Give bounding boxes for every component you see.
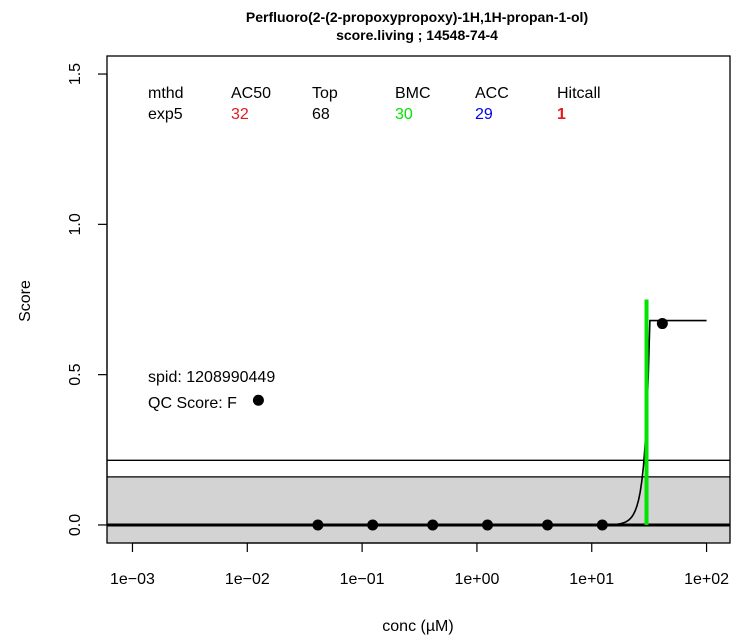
info-table: mthd AC50 Top BMC ACC Hitcall exp5 32 68 30 29 1 bbox=[148, 85, 601, 123]
x-tick-label: 1e−03 bbox=[110, 571, 155, 588]
plot-frame bbox=[106, 55, 731, 544]
data-point bbox=[481, 519, 493, 531]
x-tick-label: 1e+02 bbox=[684, 571, 729, 588]
baseline-band bbox=[107, 476, 730, 543]
x-tick-label: 1e+00 bbox=[454, 571, 499, 588]
plot-frame-rect bbox=[106, 55, 731, 544]
y-tick-label: 0.0 bbox=[67, 514, 84, 536]
plot-lines bbox=[107, 299, 730, 527]
info-header: mthd bbox=[148, 85, 184, 102]
chart-title: Perfluoro(2-(2-propoxypropoxy)-1H,1H-pro… bbox=[246, 9, 588, 25]
qc-marker bbox=[252, 394, 264, 406]
data-point bbox=[312, 519, 324, 531]
info-value: exp5 bbox=[148, 106, 183, 123]
x-tick-label: 1e−01 bbox=[340, 571, 385, 588]
data-point bbox=[367, 519, 379, 531]
info-header: ACC bbox=[475, 85, 509, 102]
info-value: 32 bbox=[231, 106, 249, 123]
qc-score-label: QC Score: F bbox=[148, 395, 237, 412]
info-value: 1 bbox=[557, 106, 566, 123]
y-axis-label: Score bbox=[17, 280, 34, 322]
data-point bbox=[427, 519, 439, 531]
info-header: Hitcall bbox=[557, 85, 601, 102]
y-tick-label: 1.5 bbox=[67, 63, 84, 85]
fit-curve bbox=[317, 319, 707, 526]
x-tick-label: 1e−02 bbox=[225, 571, 270, 588]
x-axis: 1e−03 1e−02 1e−01 1e+00 1e+01 1e+02 bbox=[110, 542, 729, 588]
x-tick-label: 1e+01 bbox=[569, 571, 614, 588]
plot-points bbox=[252, 318, 668, 531]
data-point bbox=[596, 519, 608, 531]
chart-subtitle: score.living ; 14548-74-4 bbox=[336, 27, 498, 43]
info-value: 68 bbox=[312, 106, 330, 123]
info-value: 30 bbox=[395, 106, 413, 123]
data-point bbox=[656, 318, 668, 330]
x-axis-label: conc (µM) bbox=[382, 618, 453, 635]
plot-underlay bbox=[107, 476, 730, 543]
y-axis: 0.0 0.5 1.0 1.5 bbox=[67, 63, 108, 536]
info-value: 29 bbox=[475, 106, 493, 123]
info-header: AC50 bbox=[231, 85, 271, 102]
y-tick-label: 1.0 bbox=[67, 213, 84, 235]
y-tick-label: 0.5 bbox=[67, 363, 84, 385]
info-header: BMC bbox=[395, 85, 431, 102]
data-point bbox=[542, 519, 554, 531]
spid-label: spid: 1208990449 bbox=[148, 369, 275, 386]
info-header: Top bbox=[312, 85, 338, 102]
